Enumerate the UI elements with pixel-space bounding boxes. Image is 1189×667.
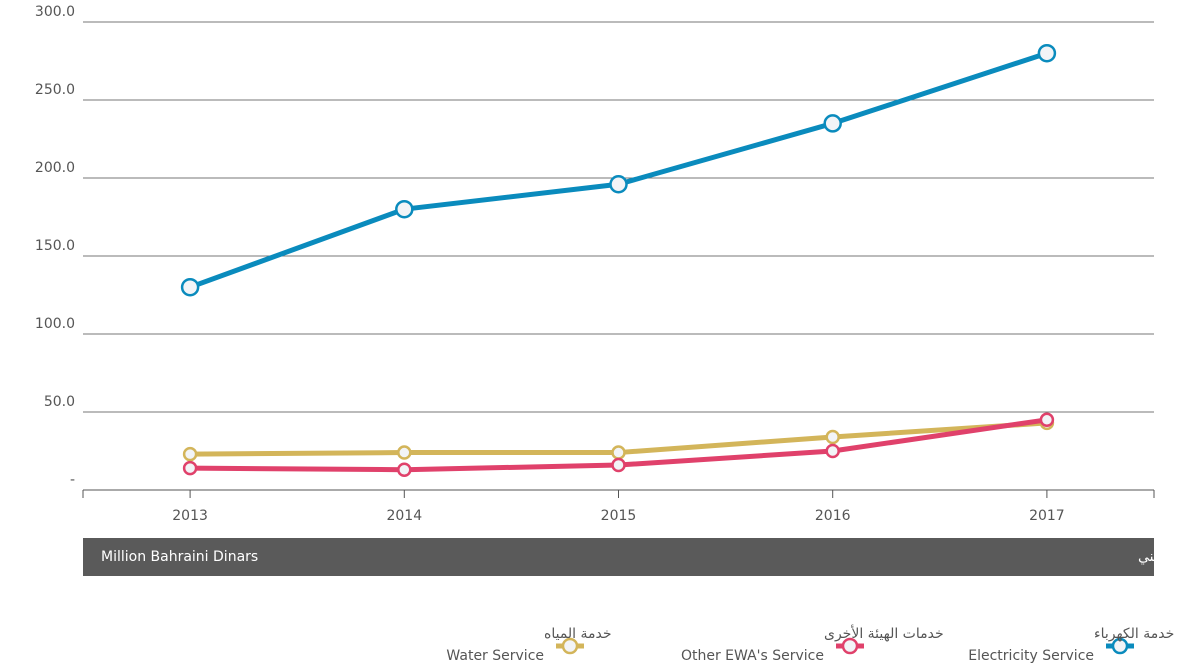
series-line (189, 50, 1048, 290)
x-tick-label: 2017 (1029, 508, 1065, 524)
y-tick-label: 50.0 (44, 394, 75, 410)
point (1039, 412, 1055, 428)
y-tick-label: 100.0 (35, 316, 75, 332)
y-tick-label: 200.0 (35, 160, 75, 176)
point (825, 429, 840, 445)
point (611, 445, 626, 460)
point (397, 462, 412, 477)
legend-swatch (561, 637, 579, 655)
point (182, 460, 198, 476)
y-tick-label: - (70, 472, 75, 488)
point (397, 445, 412, 460)
legend-label-ar: خدمة الكهرباء (1094, 626, 1174, 642)
point (182, 446, 198, 462)
unit-band (83, 538, 1154, 576)
legend-label-ar: خدمة المياه (544, 626, 612, 642)
point (823, 114, 842, 133)
point (1037, 43, 1057, 63)
legend-label-ar: خدمات الهيئة الأخرى (824, 624, 944, 642)
point (395, 199, 414, 219)
unit-label-ar: مليون دينار بحريني (1138, 549, 1189, 565)
legend-label: Electricity Service (968, 648, 1094, 664)
x-tick-label: 2015 (601, 508, 637, 524)
y-tick-label: 250.0 (35, 82, 75, 98)
point (180, 277, 200, 297)
y-tick-label: 300.0 (35, 4, 75, 20)
point (611, 457, 626, 473)
x-tick-label: 2013 (172, 508, 208, 524)
legend-swatch (841, 637, 859, 655)
legend-swatch (1111, 637, 1129, 655)
y-tick-label: 150.0 (35, 238, 75, 254)
x-tick-label: 2016 (815, 508, 851, 524)
unit-label: Million Bahraini Dinars (101, 549, 258, 565)
point (609, 174, 628, 194)
legend-label: Other EWA's Service (681, 648, 824, 664)
point (825, 443, 840, 459)
legend-label: Water Service (446, 648, 544, 664)
x-tick-label: 2014 (386, 508, 422, 524)
